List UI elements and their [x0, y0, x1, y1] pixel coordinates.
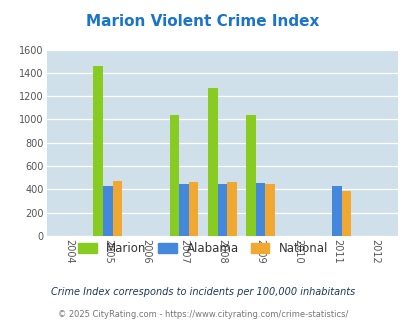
Bar: [245, 115, 255, 236]
Bar: [179, 184, 188, 236]
Bar: [217, 183, 226, 236]
Bar: [207, 88, 217, 236]
Text: Crime Index corresponds to incidents per 100,000 inhabitants: Crime Index corresponds to incidents per…: [51, 287, 354, 297]
Bar: [264, 183, 274, 236]
Legend: Marion, Alabama, National: Marion, Alabama, National: [73, 237, 332, 260]
Bar: [93, 66, 103, 236]
Bar: [255, 183, 264, 236]
Bar: [226, 182, 236, 236]
Bar: [331, 186, 341, 236]
Text: © 2025 CityRating.com - https://www.cityrating.com/crime-statistics/: © 2025 CityRating.com - https://www.city…: [58, 310, 347, 319]
Bar: [103, 186, 112, 236]
Bar: [112, 181, 122, 236]
Bar: [188, 182, 198, 236]
Bar: [169, 115, 179, 236]
Bar: [341, 191, 350, 236]
Text: Marion Violent Crime Index: Marion Violent Crime Index: [86, 14, 319, 29]
